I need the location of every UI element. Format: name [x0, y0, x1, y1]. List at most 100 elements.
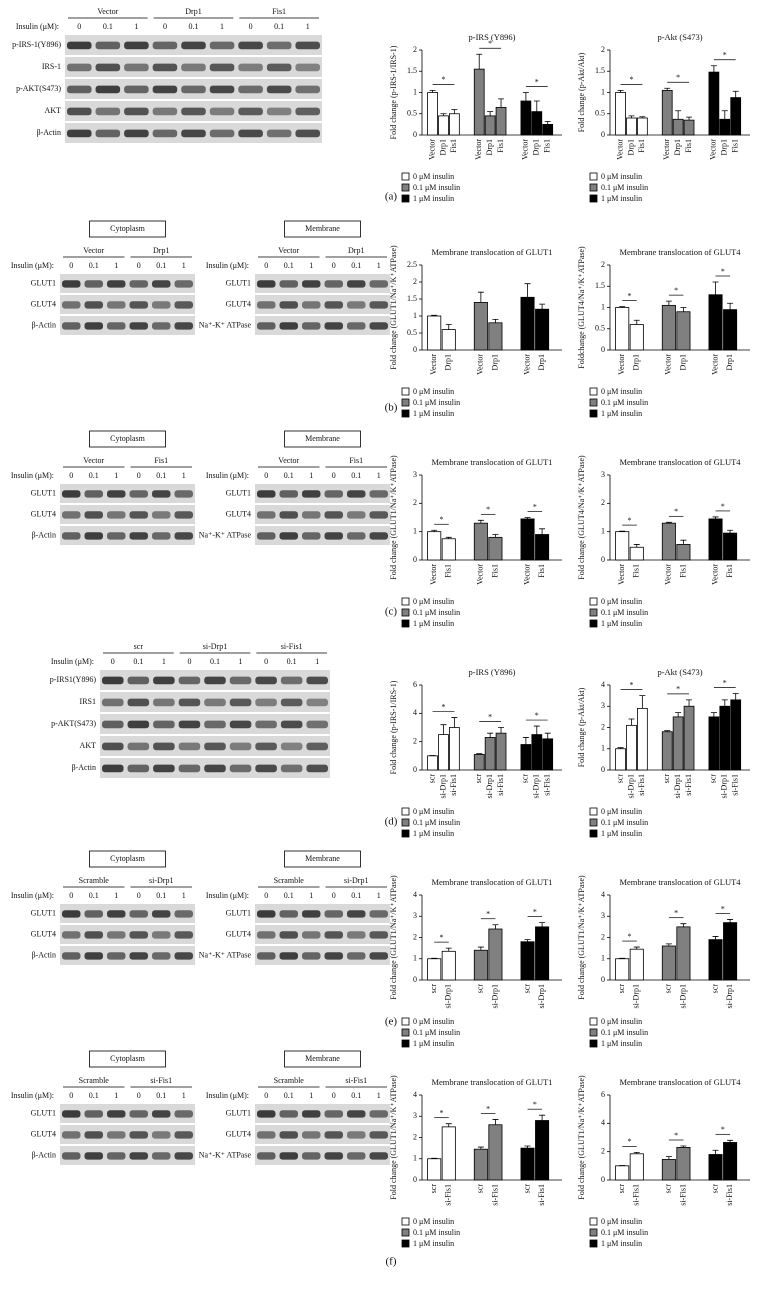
- legend-label: 0.1 μM insulin: [601, 1228, 648, 1237]
- box-label-frame: [284, 220, 361, 238]
- bar: [629, 948, 644, 981]
- blot-band: [174, 952, 193, 960]
- dose-label: 1: [182, 1091, 186, 1100]
- dose-label: 0: [137, 261, 141, 270]
- x-tick-label: si-Drp1: [490, 984, 499, 1008]
- blot-band: [181, 107, 206, 116]
- blot-band: [204, 698, 226, 707]
- error-bar: [440, 724, 447, 735]
- error-bar: [628, 718, 635, 726]
- dose-label: 0: [137, 1091, 141, 1100]
- blot-band: [257, 952, 276, 960]
- blot-band: [229, 698, 252, 707]
- y-tick-label: 0: [413, 555, 417, 564]
- y-axis-label: Fold change (GLUT1/Na⁺/K⁺ATPase): [577, 875, 586, 1000]
- error-bar: [675, 712, 682, 717]
- row-label: GLUT4: [226, 299, 251, 308]
- group-label: si-Drp1: [149, 876, 173, 885]
- panel-label: (b): [385, 402, 398, 414]
- bar: [615, 748, 626, 771]
- legend-label: 1 μM insulin: [601, 1039, 642, 1048]
- blot-band: [369, 1131, 388, 1139]
- legend-label: 0 μM insulin: [413, 1017, 454, 1026]
- legend-swatch: [589, 597, 598, 606]
- y-tick-label: 1: [413, 87, 417, 96]
- error-bar: [732, 693, 739, 700]
- y-tick-label: 4: [413, 1090, 417, 1099]
- blot-band: [279, 931, 298, 939]
- blot-band: [181, 85, 206, 94]
- dose-label: 0: [69, 891, 73, 900]
- error-bar: [680, 539, 687, 545]
- significance-label: *: [439, 515, 443, 524]
- bar: [441, 1126, 456, 1181]
- bar: [531, 111, 543, 136]
- x-tick-label: Vector: [476, 354, 485, 375]
- legend-label: 0.1 μM insulin: [413, 1028, 460, 1037]
- x-tick-label: si-Fis1: [678, 1184, 687, 1206]
- significance-label: *: [533, 1100, 537, 1109]
- dose-label: 1: [114, 471, 118, 480]
- row-label: Na⁺-K⁺ ATPase: [199, 950, 252, 959]
- blot-strip: [60, 526, 195, 545]
- dose-label: 1: [220, 22, 224, 31]
- dose-label: 1: [182, 471, 186, 480]
- dose-label: 1: [309, 1091, 313, 1100]
- blot-band: [280, 676, 303, 685]
- bar: [723, 309, 738, 351]
- blot-band: [181, 63, 206, 72]
- blot-band: [347, 301, 366, 309]
- significance-label: *: [533, 907, 537, 916]
- error-bar: [727, 1139, 734, 1143]
- bar: [427, 531, 442, 561]
- blot-band: [95, 41, 121, 50]
- legend-label: 1 μM insulin: [601, 619, 642, 628]
- blot-band: [153, 742, 175, 751]
- error-bar: [686, 699, 693, 707]
- blot-band: [84, 532, 103, 540]
- dose-label: 0.1: [287, 657, 297, 666]
- insulin-label: Insulin (μM):: [51, 657, 94, 666]
- significance-label: *: [627, 932, 631, 941]
- blot-band: [181, 41, 206, 50]
- legend-label: 0 μM insulin: [413, 597, 454, 606]
- x-tick-label: scr: [615, 774, 624, 784]
- blot-band: [255, 698, 277, 707]
- bar: [629, 546, 644, 561]
- bar: [438, 734, 449, 771]
- row-label: GLUT1: [226, 278, 251, 287]
- blot-band: [127, 742, 150, 751]
- y-axis-label: Fold change (p-IRS-1/IRS-1): [389, 45, 398, 139]
- group-label: Drp1: [153, 246, 169, 255]
- error-bar: [524, 939, 531, 942]
- blot-band: [209, 41, 235, 50]
- bar: [661, 522, 676, 561]
- blot-band: [347, 532, 366, 540]
- legend-swatch: [401, 409, 410, 418]
- significance-label: *: [721, 904, 725, 913]
- dose-label: 1: [134, 22, 138, 31]
- error-bar: [732, 90, 739, 98]
- significance-label: *: [486, 1104, 490, 1113]
- x-tick-label: Vector: [709, 139, 718, 160]
- row-label: β-Actin: [71, 763, 96, 772]
- error-bar: [539, 528, 546, 535]
- x-tick-label: si-Drp1: [626, 774, 635, 798]
- blot-band: [107, 931, 126, 939]
- dose-label: 0: [137, 891, 141, 900]
- blot-band: [152, 1152, 171, 1160]
- legend-swatch: [401, 829, 410, 838]
- blot-band: [302, 532, 321, 540]
- bar: [615, 531, 630, 561]
- blot-strip: [255, 316, 390, 335]
- blot-band: [257, 490, 276, 498]
- blot-strip: [255, 1125, 390, 1144]
- blot-band: [84, 280, 103, 288]
- dose-label: 1: [309, 471, 313, 480]
- blot-band: [302, 322, 321, 330]
- error-bar: [664, 730, 671, 732]
- y-tick-label: 2: [601, 722, 605, 731]
- blot-band: [62, 931, 81, 939]
- blot-band: [295, 129, 320, 138]
- x-tick-label: scr: [664, 1184, 673, 1194]
